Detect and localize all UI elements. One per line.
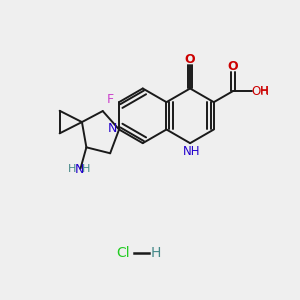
Text: H: H bbox=[151, 245, 161, 260]
Text: N: N bbox=[74, 163, 84, 176]
Text: O: O bbox=[228, 60, 238, 73]
Text: O: O bbox=[185, 53, 195, 66]
Text: OH: OH bbox=[252, 85, 270, 98]
Text: H: H bbox=[260, 86, 268, 96]
Text: H: H bbox=[82, 164, 90, 174]
Text: H: H bbox=[68, 164, 76, 174]
Text: N: N bbox=[108, 122, 117, 134]
Text: Cl: Cl bbox=[116, 245, 130, 260]
Text: NH: NH bbox=[183, 145, 200, 158]
Text: F: F bbox=[107, 93, 114, 106]
